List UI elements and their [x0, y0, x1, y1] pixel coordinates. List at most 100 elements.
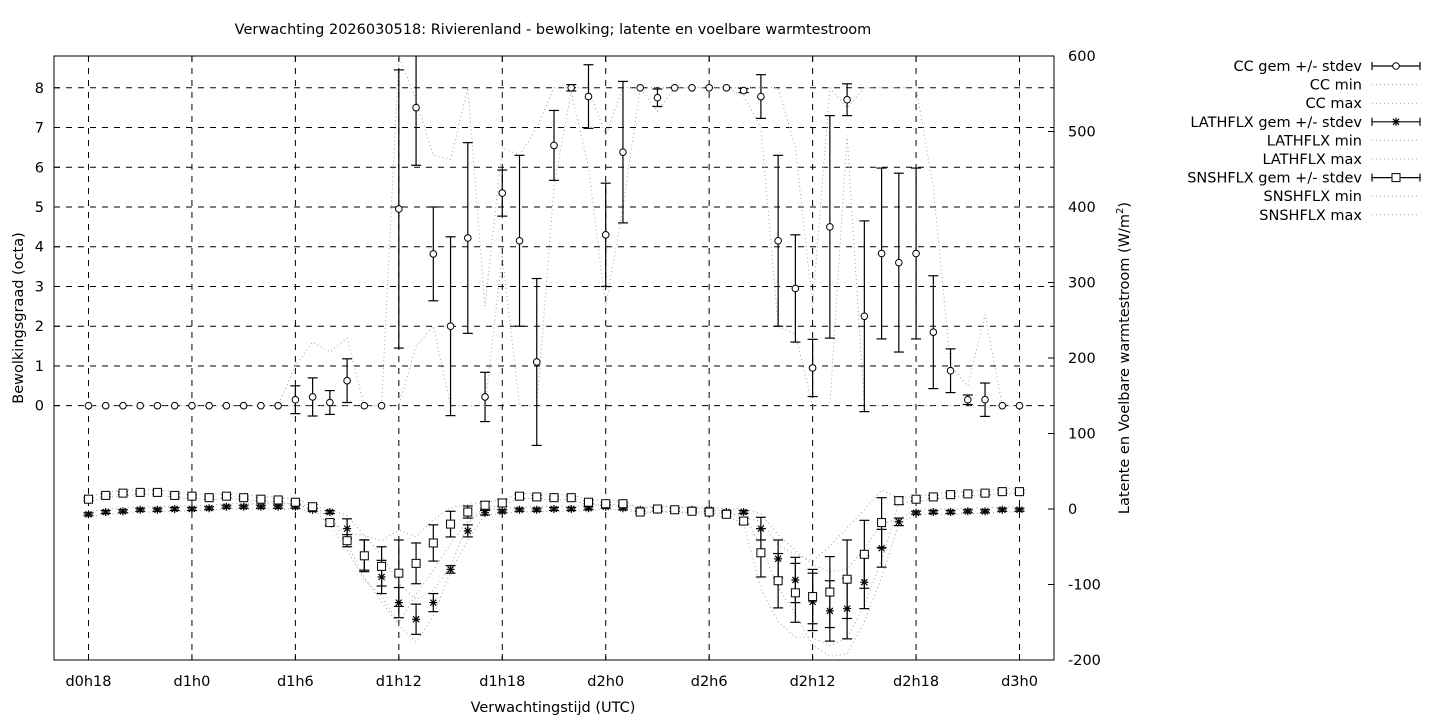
data-marks: [83, 56, 1025, 642]
star-marker: [1392, 117, 1400, 126]
star-marker: [998, 505, 1007, 514]
circle-marker: [463, 234, 472, 242]
circle-marker: [929, 328, 938, 336]
square-marker: [221, 491, 231, 501]
chart-title: Verwachting 2026030518: Rivierenland - b…: [235, 22, 872, 38]
star-marker: [153, 505, 162, 514]
square-marker: [704, 507, 714, 517]
y-tick-label: 1: [35, 359, 44, 375]
square-marker: [928, 492, 938, 502]
x-tick-label: d1h6: [277, 674, 314, 690]
circle-marker: [136, 401, 145, 410]
y2-tick-label: 100: [1068, 427, 1096, 443]
circle-marker: [619, 148, 627, 156]
x-tick-label: d0h18: [65, 674, 111, 690]
x-tick-label: d2h0: [587, 674, 624, 690]
square-marker: [463, 507, 473, 517]
square-marker: [721, 509, 731, 519]
circle-marker: [826, 223, 834, 231]
star-marker: [929, 508, 938, 517]
star-stroke: [326, 508, 334, 516]
legend-label: SNSHFLX min: [1264, 189, 1362, 205]
star-marker: [343, 524, 352, 533]
x-tick-label: d1h12: [376, 674, 422, 690]
square-marker: [515, 491, 525, 501]
star-stroke: [929, 508, 937, 516]
star-stroke: [412, 615, 420, 623]
circle-marker: [963, 395, 972, 404]
circle-marker: [481, 393, 489, 401]
series-cc: [84, 56, 1024, 447]
star-stroke: [533, 506, 541, 514]
axes: d0h18 d1h0 d1h6 d1h12 d1h18 d2h0 d2h6 d2h12 d2h1…: [35, 49, 1101, 690]
y2-tick-label: 0: [1068, 502, 1077, 518]
y-tick-label: 5: [35, 200, 44, 216]
x-tick-label: d1h0: [174, 674, 211, 690]
star-stroke: [740, 508, 748, 516]
x-tick-label: d2h12: [790, 674, 836, 690]
legend-label: SNSHFLX gem +/- stdev: [1187, 171, 1362, 187]
star-stroke: [85, 510, 92, 518]
square-marker: [170, 490, 180, 500]
star-stroke: [912, 509, 920, 517]
star-marker: [1015, 505, 1024, 514]
circle-marker: [877, 249, 886, 258]
square-marker: [83, 494, 93, 504]
star-stroke: [964, 507, 972, 515]
circle-marker: [843, 95, 851, 104]
y2-tick-label: -200: [1068, 653, 1101, 669]
circle-marker: [550, 141, 558, 150]
star-marker: [463, 526, 472, 535]
star-stroke: [154, 506, 161, 514]
circle-marker: [188, 401, 196, 410]
star-marker: [912, 508, 921, 517]
square-marker: [911, 494, 921, 504]
star-stroke: [119, 507, 127, 515]
x-tick-label: d1h18: [479, 674, 525, 690]
star-marker: [532, 505, 541, 514]
square-marker: [825, 587, 835, 597]
star-marker: [187, 505, 196, 513]
circle-marker: [774, 236, 782, 245]
square-marker: [377, 561, 387, 571]
star-marker: [567, 505, 576, 513]
legend: CC gem +/- stdev CC min CC max LATHFLX gem …: [1187, 59, 1421, 224]
square-marker: [980, 488, 990, 498]
star-marker: [84, 510, 93, 519]
x-tick-label: d2h6: [691, 674, 728, 690]
square-marker: [497, 498, 507, 508]
square-marker: [808, 592, 818, 602]
star-marker: [550, 505, 558, 513]
star-stroke: [998, 506, 1006, 514]
circle-marker: [688, 83, 696, 92]
circle-marker: [412, 103, 420, 112]
square-marker: [411, 558, 421, 568]
circle-marker: [895, 258, 903, 267]
square-marker: [290, 497, 300, 507]
square-marker: [308, 502, 318, 512]
square-marker: [325, 518, 335, 528]
y2-tick-label: 300: [1068, 276, 1096, 292]
star-stroke: [947, 508, 954, 516]
circle-marker: [584, 92, 593, 101]
circle-marker: [653, 93, 662, 102]
star-stroke: [136, 506, 144, 514]
star-marker: [481, 508, 490, 517]
circle-marker: [84, 401, 93, 410]
star-stroke: [222, 503, 230, 511]
star-marker: [170, 505, 179, 513]
square-marker: [946, 490, 956, 500]
star-marker: [739, 508, 748, 517]
square-marker: [446, 519, 456, 529]
y2-tick-label: 200: [1068, 351, 1096, 367]
square-marker: [342, 536, 352, 546]
star-stroke: [550, 505, 558, 513]
legend-label: CC min: [1310, 78, 1362, 94]
y-tick-label: 8: [35, 81, 44, 97]
square-marker: [859, 549, 869, 559]
star-marker: [963, 507, 972, 516]
plot-frame: [53, 55, 1055, 661]
series-snshflx: [83, 487, 1025, 629]
star-stroke: [981, 507, 989, 515]
circle-marker: [912, 249, 920, 258]
